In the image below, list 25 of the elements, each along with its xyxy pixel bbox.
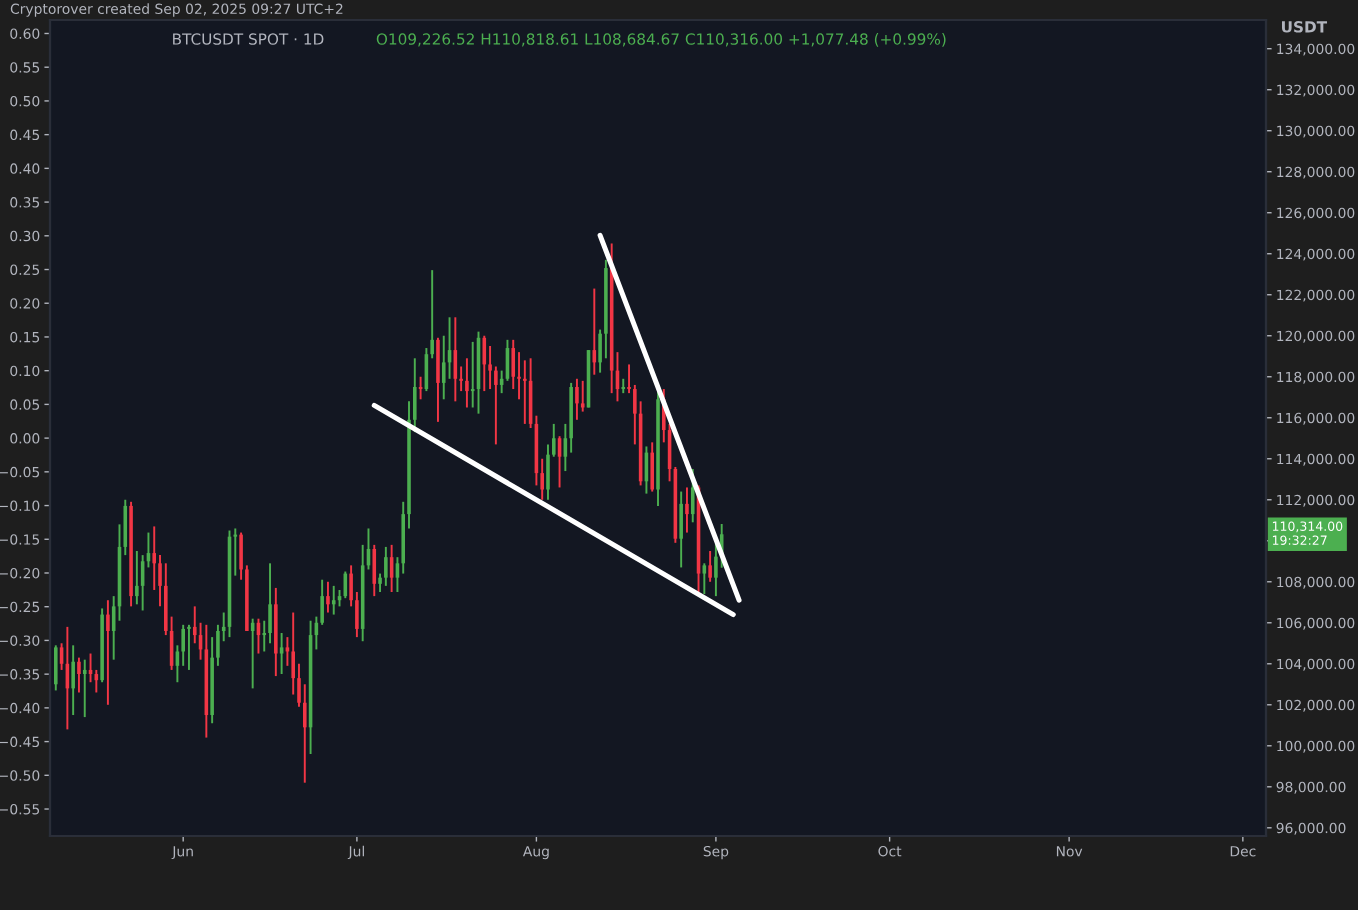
candlestick [650,441,654,493]
candlestick [708,550,712,583]
candlestick [82,658,87,719]
candlestick [268,562,272,645]
candlestick [54,644,58,692]
candlestick [71,644,75,717]
candlestick [580,379,585,413]
candlestick [106,599,110,706]
candlestick [135,550,139,606]
candlestick [436,336,440,423]
candlestick [279,632,284,675]
candlestick [685,486,689,534]
candlestick [77,656,81,694]
candlestick [679,490,683,569]
candlestick [331,584,336,616]
candlestick [187,623,191,671]
candlestick [511,338,516,391]
candlestick [384,545,388,587]
candlestick [523,359,527,425]
candlestick [482,334,487,393]
candlestick [575,377,579,421]
candlestick [372,543,377,598]
candlestick [326,580,330,614]
candlestick [465,357,469,409]
candlestick [702,562,707,596]
